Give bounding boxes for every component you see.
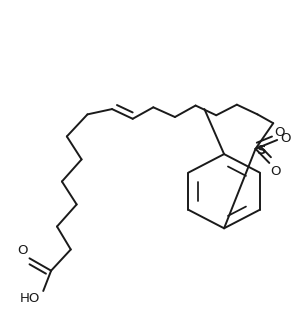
Text: HO: HO [20, 292, 40, 306]
Text: O: O [280, 132, 291, 145]
Text: S: S [257, 144, 267, 157]
Text: O: O [18, 244, 28, 257]
Text: O: O [271, 165, 281, 178]
Text: O: O [275, 126, 285, 139]
